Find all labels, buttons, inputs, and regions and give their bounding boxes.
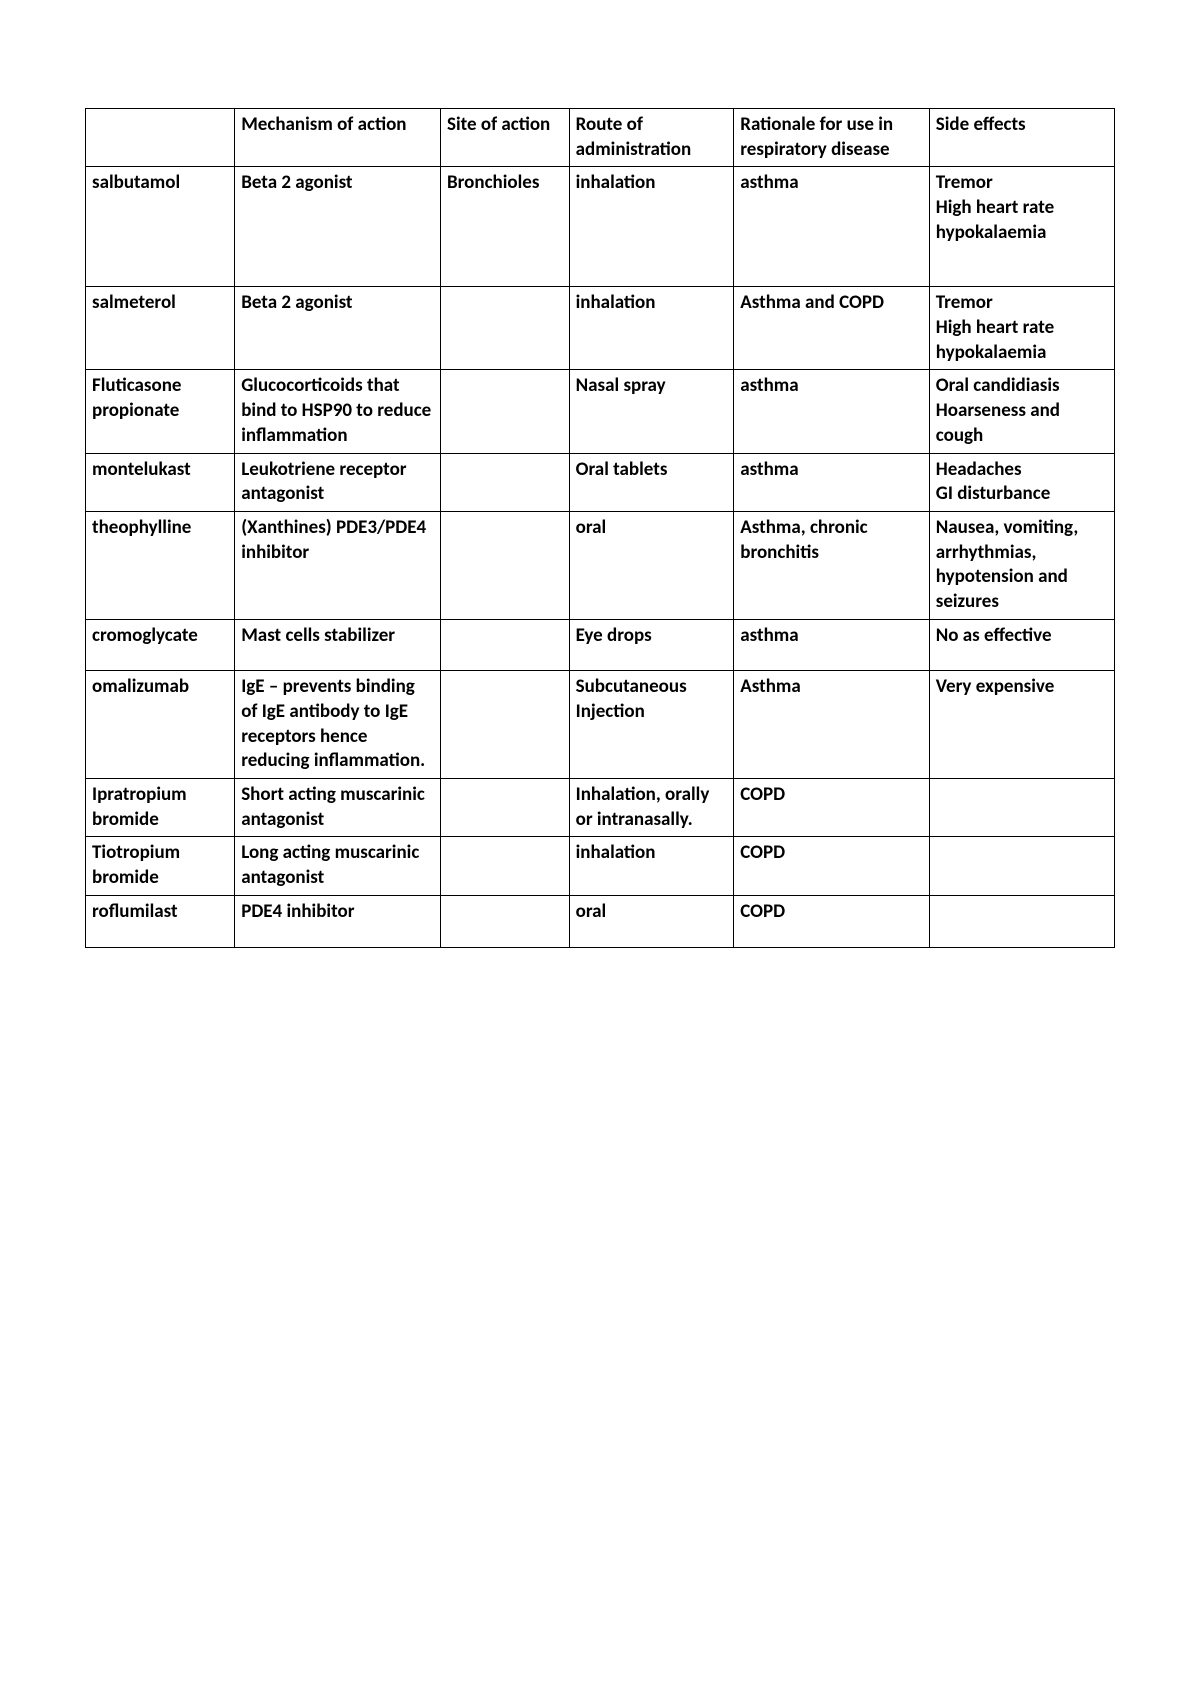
table-row: Fluticasone propionateGlucocorticoids th…	[86, 370, 1115, 453]
cell-rationale: asthma	[734, 619, 930, 671]
cell-side-effects	[929, 837, 1114, 895]
cell-rationale: asthma	[734, 370, 930, 453]
cell-mechanism: PDE4 inhibitor	[235, 895, 441, 947]
cell-drug: cromoglycate	[86, 619, 235, 671]
cell-site	[441, 671, 570, 779]
cell-mechanism: (Xanthines) PDE3/PDE4 inhibitor	[235, 511, 441, 619]
table-row: cromoglycateMast cells stabilizer Eye dro…	[86, 619, 1115, 671]
header-rationale: Rationale for use in respiratory disease	[734, 109, 930, 167]
cell-side-effects: TremorHigh heart ratehypokalaemia	[929, 167, 1114, 287]
cell-site: Bronchioles	[441, 167, 570, 287]
cell-rationale: asthma	[734, 453, 930, 511]
cell-mechanism: Glucocorticoids that bind to HSP90 to re…	[235, 370, 441, 453]
cell-mechanism: Short acting muscarinic antagonist	[235, 779, 441, 837]
cell-drug: roflumilast	[86, 895, 235, 947]
cell-route: inhalation	[569, 837, 734, 895]
cell-drug: salbutamol	[86, 167, 235, 287]
cell-route: oral	[569, 895, 734, 947]
header-mechanism: Mechanism of action	[235, 109, 441, 167]
cell-rationale: Asthma	[734, 671, 930, 779]
cell-side-effects: Nausea, vomiting, arrhythmias, hypotensi…	[929, 511, 1114, 619]
table-row: Tiotropium bromideLong acting muscarinic…	[86, 837, 1115, 895]
cell-site	[441, 370, 570, 453]
cell-site	[441, 895, 570, 947]
cell-side-effects	[929, 779, 1114, 837]
cell-route: inhalation	[569, 287, 734, 370]
cell-rationale: COPD	[734, 895, 930, 947]
cell-side-effects: HeadachesGI disturbance	[929, 453, 1114, 511]
header-route: Route of administration	[569, 109, 734, 167]
table-row: salmeterolBeta 2 agonist inhalationAsthma…	[86, 287, 1115, 370]
table-row: theophylline(Xanthines) PDE3/PDE4 inhibi…	[86, 511, 1115, 619]
cell-side-effects: TremorHigh heart ratehypokalaemia	[929, 287, 1114, 370]
table-row: montelukastLeukotriene receptor antagoni…	[86, 453, 1115, 511]
cell-site	[441, 287, 570, 370]
cell-route: inhalation	[569, 167, 734, 287]
table-row: Ipratropium bromideShort acting muscarin…	[86, 779, 1115, 837]
cell-site	[441, 779, 570, 837]
cell-mechanism: Beta 2 agonist	[235, 167, 441, 287]
cell-site	[441, 511, 570, 619]
table-row: omalizumabIgE – prevents binding of IgE …	[86, 671, 1115, 779]
cell-route: Subcutaneous Injection	[569, 671, 734, 779]
cell-mechanism: Mast cells stabilizer	[235, 619, 441, 671]
table-row: salbutamolBeta 2 agonistBronchiolesinhal…	[86, 167, 1115, 287]
cell-route: Oral tablets	[569, 453, 734, 511]
cell-drug: Fluticasone propionate	[86, 370, 235, 453]
header-side-effects: Side effects	[929, 109, 1114, 167]
medication-table: Mechanism of action Site of action Route…	[85, 108, 1115, 948]
cell-mechanism: Beta 2 agonist	[235, 287, 441, 370]
cell-mechanism: Leukotriene receptor antagonist	[235, 453, 441, 511]
cell-side-effects: Oral candidiasisHoarseness and cough	[929, 370, 1114, 453]
header-drug	[86, 109, 235, 167]
cell-mechanism: Long acting muscarinic antagonist	[235, 837, 441, 895]
cell-rationale: asthma	[734, 167, 930, 287]
table-row: roflumilastPDE4 inhibitor oralCOPD	[86, 895, 1115, 947]
cell-drug: Ipratropium bromide	[86, 779, 235, 837]
cell-rationale: Asthma and COPD	[734, 287, 930, 370]
cell-drug: omalizumab	[86, 671, 235, 779]
cell-side-effects	[929, 895, 1114, 947]
cell-route: Nasal spray	[569, 370, 734, 453]
cell-drug: montelukast	[86, 453, 235, 511]
cell-rationale: COPD	[734, 837, 930, 895]
cell-side-effects: Very expensive	[929, 671, 1114, 779]
table-header-row: Mechanism of action Site of action Route…	[86, 109, 1115, 167]
cell-rationale: Asthma, chronic bronchitis	[734, 511, 930, 619]
cell-drug: theophylline	[86, 511, 235, 619]
cell-site	[441, 619, 570, 671]
cell-rationale: COPD	[734, 779, 930, 837]
cell-site	[441, 453, 570, 511]
cell-mechanism: IgE – prevents binding of IgE antibody t…	[235, 671, 441, 779]
cell-drug: Tiotropium bromide	[86, 837, 235, 895]
cell-site	[441, 837, 570, 895]
table-body: salbutamolBeta 2 agonistBronchiolesinhal…	[86, 167, 1115, 947]
cell-route: oral	[569, 511, 734, 619]
header-site: Site of action	[441, 109, 570, 167]
cell-drug: salmeterol	[86, 287, 235, 370]
cell-side-effects: No as effective	[929, 619, 1114, 671]
cell-route: Inhalation, orally or intranasally.	[569, 779, 734, 837]
cell-route: Eye drops	[569, 619, 734, 671]
